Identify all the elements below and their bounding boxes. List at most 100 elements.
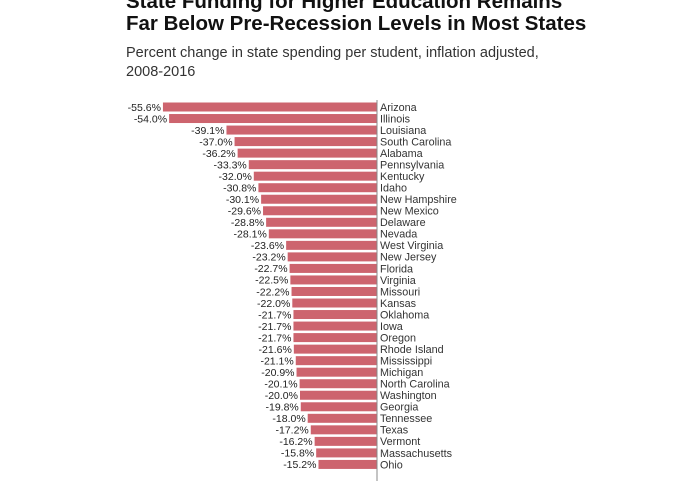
chart-subtitle: Percent change in state spending per stu… — [126, 45, 539, 80]
category-label: Florida — [380, 263, 413, 275]
category-label: New Hampshire — [380, 194, 457, 206]
data-label: -36.2% — [202, 148, 235, 160]
category-label: Iowa — [380, 321, 403, 333]
category-label: Washington — [380, 390, 437, 402]
category-label: Louisiana — [380, 125, 426, 137]
data-label: -21.7% — [258, 309, 291, 321]
data-label: -28.1% — [234, 229, 267, 241]
bar — [296, 367, 377, 377]
data-label: -23.2% — [252, 252, 285, 264]
bar — [162, 102, 377, 112]
category-label: Ohio — [380, 459, 403, 471]
bar — [300, 390, 377, 400]
data-label: -37.0% — [199, 136, 232, 148]
bar — [286, 240, 377, 250]
bar — [237, 148, 377, 158]
category-label: Texas — [380, 425, 409, 437]
data-label: -20.9% — [261, 367, 294, 379]
data-label: -21.1% — [260, 355, 293, 367]
bar — [318, 459, 377, 469]
bar — [258, 183, 377, 193]
data-label: -30.8% — [223, 182, 256, 194]
data-label: -18.0% — [272, 413, 305, 425]
category-label: Rhode Island — [380, 344, 444, 356]
bar — [293, 333, 377, 343]
data-label: -15.2% — [283, 459, 316, 471]
bar — [299, 379, 377, 389]
data-label: -55.6% — [128, 102, 161, 114]
data-label: -22.2% — [256, 286, 289, 298]
bar — [293, 321, 377, 331]
bar — [290, 275, 377, 285]
data-label: -28.8% — [231, 217, 264, 229]
data-label: -30.1% — [226, 194, 259, 206]
category-label: Alabama — [380, 148, 423, 160]
bar — [289, 263, 377, 273]
bar — [263, 206, 377, 216]
category-label: Massachusetts — [380, 448, 453, 460]
bar — [300, 402, 377, 412]
category-label: Kansas — [380, 298, 417, 310]
category-label: New Mexico — [380, 206, 439, 218]
category-label: North Carolina — [380, 379, 450, 391]
data-label: -22.7% — [254, 263, 287, 275]
category-label: Virginia — [380, 275, 416, 287]
bar — [316, 448, 377, 458]
data-label: -21.7% — [258, 332, 291, 344]
bar — [169, 114, 377, 124]
category-label: Pennsylvania — [380, 160, 444, 172]
bar — [261, 194, 377, 204]
category-label: West Virginia — [380, 240, 443, 252]
data-label: -23.6% — [251, 240, 284, 252]
category-label: Tennessee — [380, 413, 432, 425]
bar — [226, 125, 377, 135]
data-label: -19.8% — [265, 402, 298, 414]
data-label: -20.1% — [264, 379, 297, 391]
category-label: New Jersey — [380, 252, 437, 264]
bar — [268, 229, 377, 239]
data-label: -21.7% — [258, 321, 291, 333]
bar — [293, 344, 377, 354]
category-label: Arizona — [380, 102, 417, 114]
bar — [248, 160, 377, 170]
bar — [310, 425, 377, 435]
bar — [253, 171, 377, 181]
bar — [266, 217, 377, 227]
data-label: -20.0% — [265, 390, 298, 402]
category-label: Oregon — [380, 332, 416, 344]
category-label: Delaware — [380, 217, 426, 229]
category-label: Georgia — [380, 402, 418, 414]
category-label: Nevada — [380, 229, 417, 241]
category-label: Mississippi — [380, 356, 432, 368]
category-label: South Carolina — [380, 136, 451, 148]
data-label: -21.6% — [259, 344, 292, 356]
bar — [295, 356, 377, 366]
data-label: -16.2% — [279, 436, 312, 448]
category-label: Michigan — [380, 367, 423, 379]
data-label: -17.2% — [275, 425, 308, 437]
data-label: -33.3% — [214, 159, 247, 171]
category-label: Illinois — [380, 113, 411, 125]
bar — [234, 137, 377, 147]
bar — [287, 252, 377, 262]
category-label: Kentucky — [380, 171, 425, 183]
data-label: -32.0% — [219, 171, 252, 183]
data-label: -15.8% — [281, 448, 314, 460]
bar — [307, 413, 377, 423]
data-label: -39.1% — [191, 125, 224, 137]
category-label: Idaho — [380, 183, 407, 195]
category-label: Missouri — [380, 286, 420, 298]
bar — [293, 310, 377, 320]
data-label: -29.6% — [228, 206, 261, 218]
bar — [291, 286, 377, 296]
category-label: Oklahoma — [380, 309, 429, 321]
chart-title: State Funding for Higher Education Remai… — [126, 0, 587, 35]
data-label: -22.0% — [257, 298, 290, 310]
data-label: -54.0% — [134, 113, 167, 125]
bar — [314, 436, 377, 446]
category-label: Vermont — [380, 436, 420, 448]
bar — [292, 298, 377, 308]
data-label: -22.5% — [255, 275, 288, 287]
